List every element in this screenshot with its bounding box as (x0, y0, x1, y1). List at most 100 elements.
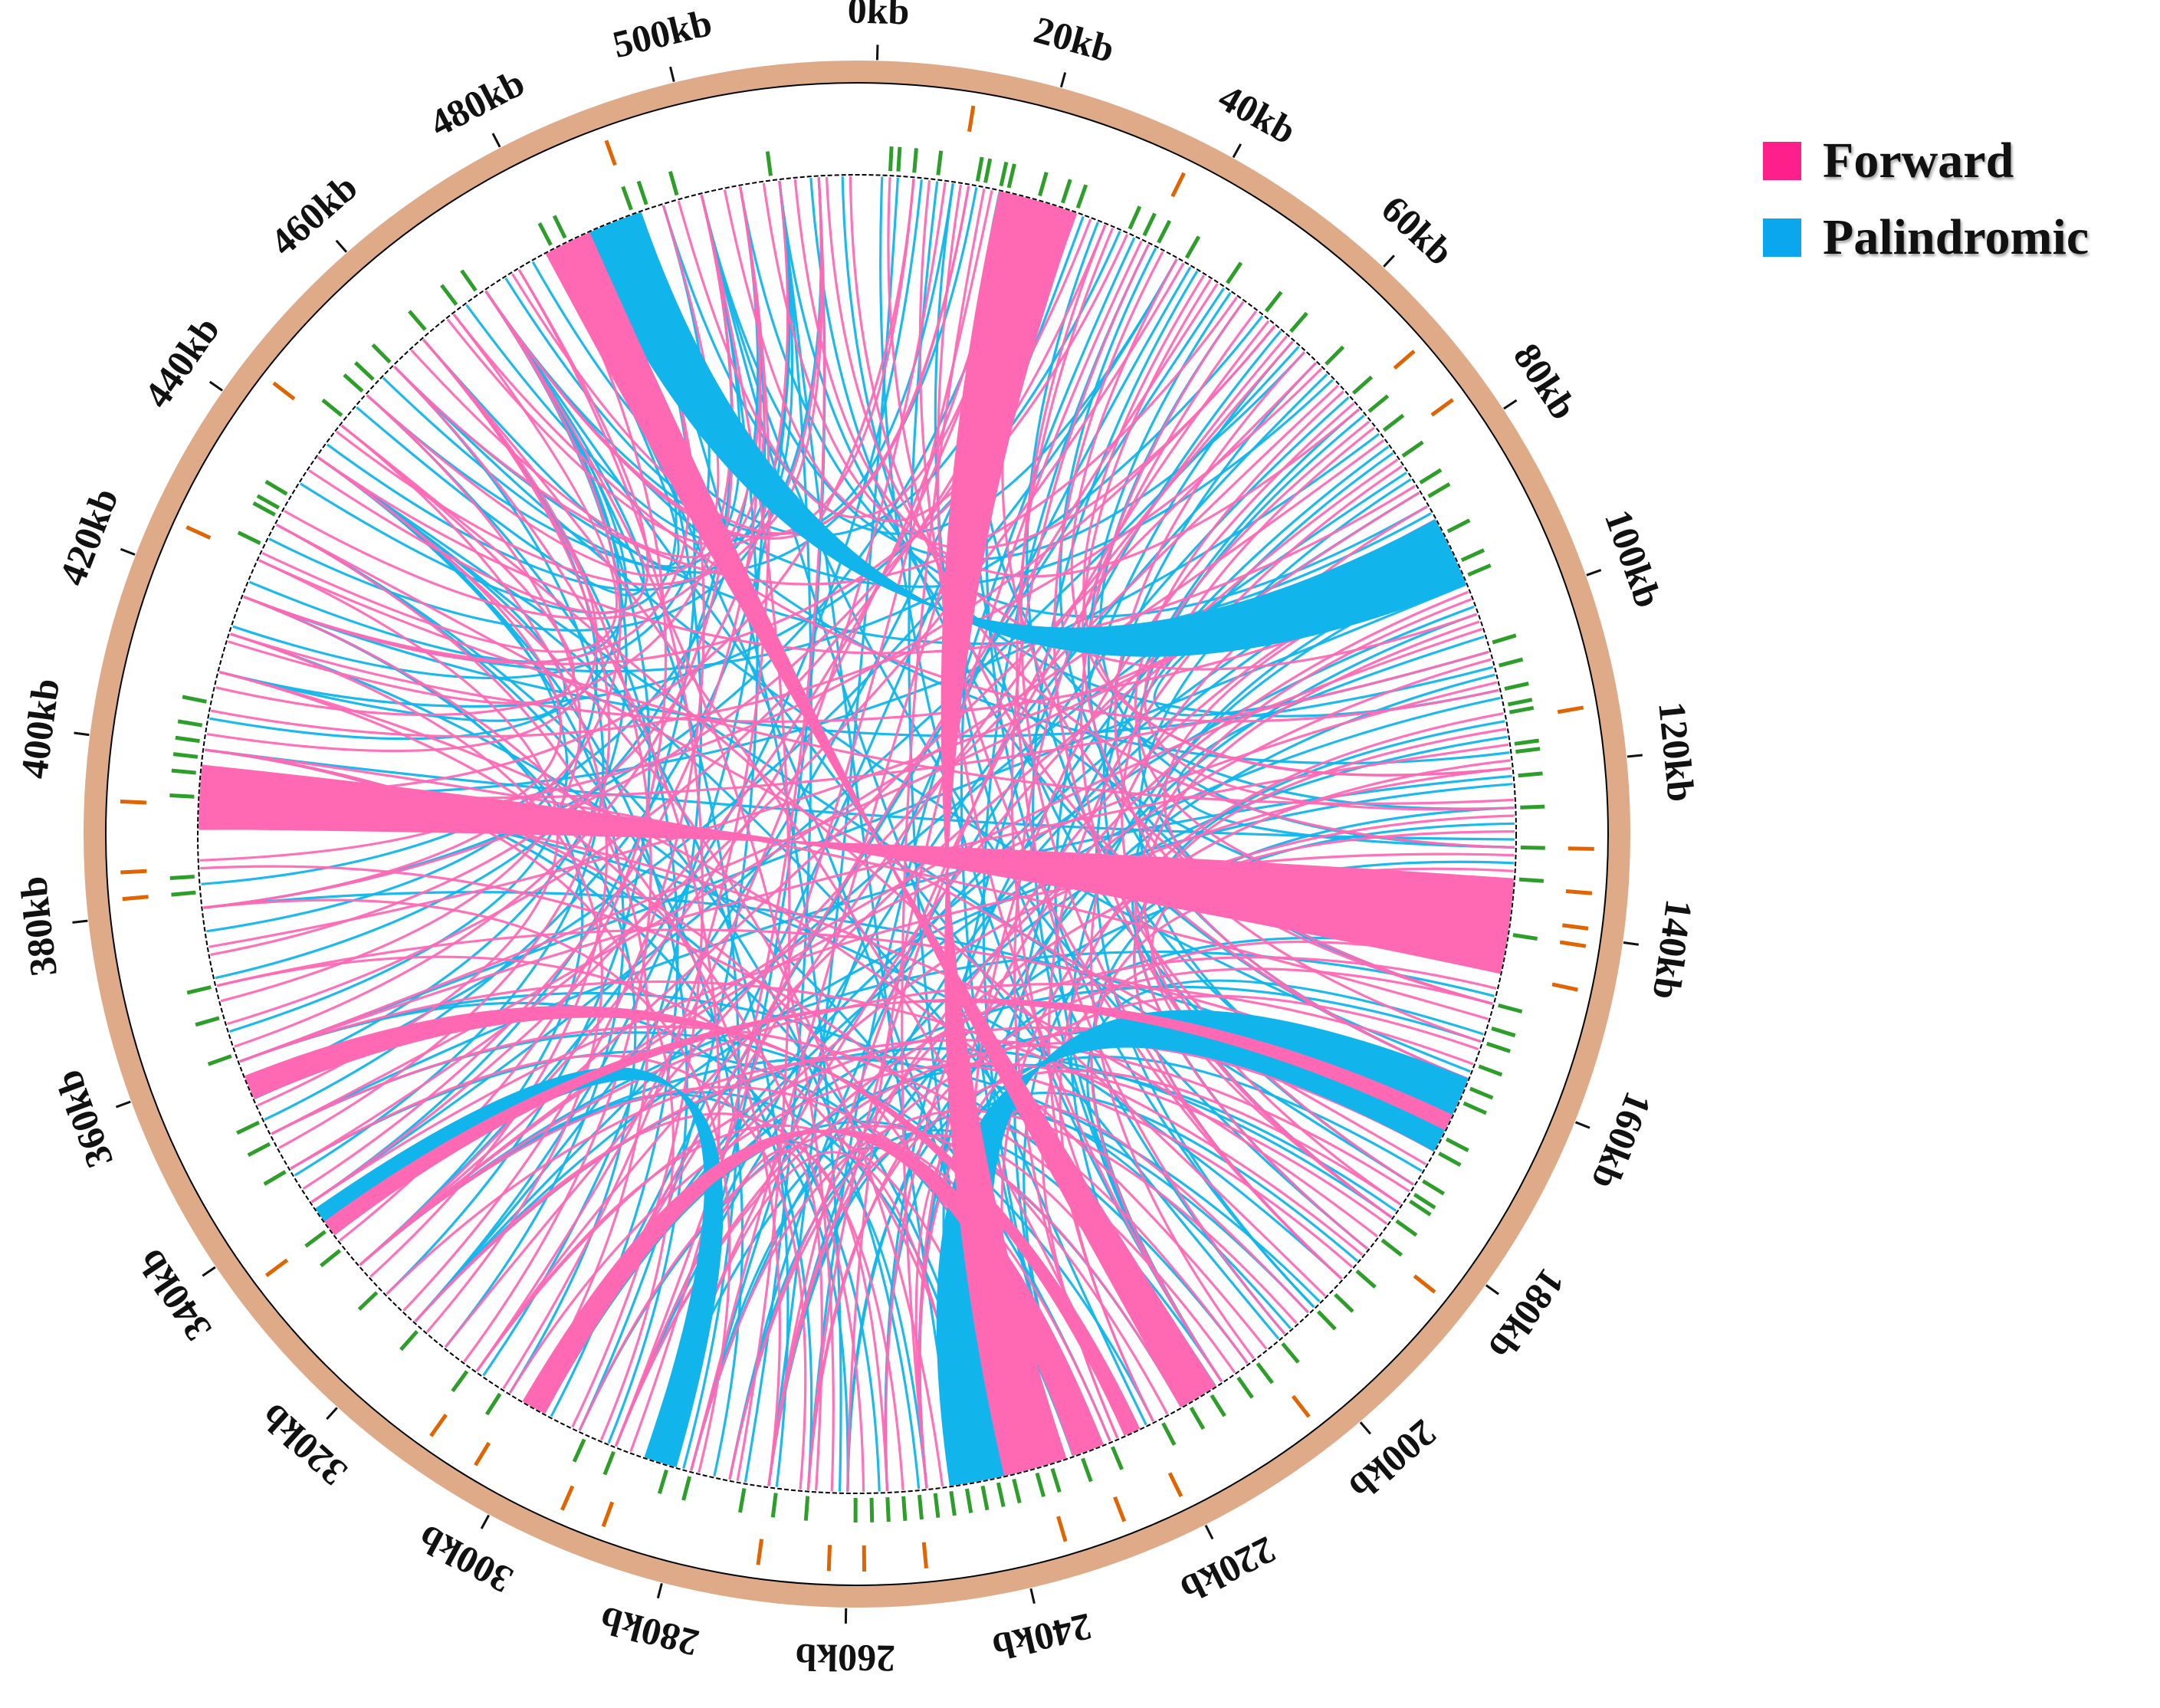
green-marker (237, 530, 261, 545)
orange-marker (474, 1441, 491, 1467)
axis-tick (208, 380, 223, 392)
forward-link (230, 632, 603, 1333)
green-marker (1325, 345, 1345, 366)
forward-link (615, 189, 993, 1447)
axis-tick-label: 220kb (1174, 1528, 1282, 1611)
green-marker (681, 1476, 692, 1501)
axis-tick-label: 420kb (51, 482, 126, 591)
axis-tick (202, 1266, 216, 1277)
green-marker (186, 985, 212, 995)
orange-marker (1393, 350, 1416, 370)
green-marker (636, 180, 648, 205)
forward-link (1041, 941, 1502, 1439)
green-marker (440, 284, 458, 306)
forward-link (340, 424, 609, 1278)
palindromic-link (243, 595, 1494, 737)
green-marker (263, 1170, 287, 1186)
forward-link (1121, 426, 1402, 1206)
palindromic-link (382, 194, 741, 570)
axis-tick-label: 380kb (11, 874, 65, 978)
green-marker (1006, 163, 1016, 189)
orange-marker (122, 895, 149, 902)
green-marker (1012, 1478, 1022, 1504)
green-marker (964, 1488, 973, 1514)
forward-link (767, 658, 1492, 1486)
axis-tick-label: 0kb (847, 0, 910, 32)
palindromic-link (1086, 979, 1484, 1382)
axis-tick (1204, 1525, 1214, 1540)
green-marker (1512, 933, 1538, 941)
palindromic-link (356, 290, 645, 596)
orange-marker (1291, 1394, 1311, 1418)
orange-marker (560, 1485, 575, 1511)
green-marker (1382, 413, 1405, 432)
green-marker (1380, 1238, 1403, 1257)
green-marker (1520, 804, 1545, 810)
forward-link (290, 1054, 807, 1490)
green-marker (172, 752, 199, 759)
forward-ribbon (545, 232, 1216, 1407)
axis-tick-label: 500kb (609, 1, 716, 66)
forward-link (386, 1056, 1354, 1296)
green-marker (1035, 1472, 1046, 1497)
forward-link (239, 743, 1509, 1063)
green-marker (169, 793, 195, 799)
forward-ribbon (940, 191, 1077, 1476)
orange-marker (1113, 1496, 1127, 1522)
green-marker (1075, 184, 1088, 209)
forward-link (204, 748, 1489, 1020)
green-marker (1060, 179, 1072, 204)
green-marker (1334, 1292, 1354, 1313)
marker-track (120, 105, 1594, 1572)
green-marker (171, 890, 196, 897)
green-marker (320, 1249, 342, 1268)
green-marker (408, 310, 427, 331)
chord-boundary-circle (197, 174, 1517, 1494)
orange-marker (1056, 1516, 1068, 1542)
forward-link (308, 269, 649, 615)
green-marker (657, 1469, 668, 1494)
forward-link (825, 176, 1478, 671)
axis-tick (491, 133, 501, 148)
green-marker (983, 158, 993, 183)
forward-link (228, 424, 576, 705)
green-marker (1210, 1394, 1226, 1417)
axis-tick-label: 260kb (795, 1636, 895, 1680)
green-marker (1184, 235, 1201, 259)
green-marker (1508, 705, 1535, 714)
axis-tick-label: 120kb (1650, 700, 1703, 804)
palindromic-link (846, 1056, 1423, 1492)
axis-tick-label: 140kb (1645, 897, 1702, 1002)
orange-marker (1170, 172, 1186, 198)
axis-tick (875, 44, 879, 61)
green-marker (1050, 1467, 1062, 1493)
orange-marker (272, 381, 296, 401)
green-marker (252, 501, 276, 517)
green-marker (980, 1485, 990, 1511)
green-marker (770, 1493, 778, 1518)
forward-link (918, 180, 1343, 1280)
green-marker (1111, 1446, 1124, 1470)
green-marker (1445, 1137, 1469, 1152)
forward-link (230, 576, 1463, 723)
green-marker (169, 874, 195, 881)
forward-link (359, 983, 1474, 1266)
palindromic-swatch (1763, 218, 1801, 257)
forward-link (887, 177, 1468, 1080)
axis-tick (1574, 1121, 1590, 1129)
forward-link (1080, 301, 1393, 1219)
green-marker (1419, 468, 1443, 484)
green-marker (1504, 682, 1529, 691)
orange-marker (756, 1539, 764, 1565)
green-marker (999, 161, 1009, 187)
palindromic-link (778, 180, 1499, 718)
forward-link (258, 559, 1514, 805)
forward-link (220, 394, 582, 1003)
green-marker (321, 398, 343, 417)
orange-marker (921, 1542, 928, 1568)
green-marker (195, 1016, 220, 1027)
green-marker (1507, 698, 1533, 707)
orange-marker (1167, 1472, 1183, 1498)
forward-link (310, 852, 1515, 1204)
orange-marker (601, 1501, 615, 1528)
